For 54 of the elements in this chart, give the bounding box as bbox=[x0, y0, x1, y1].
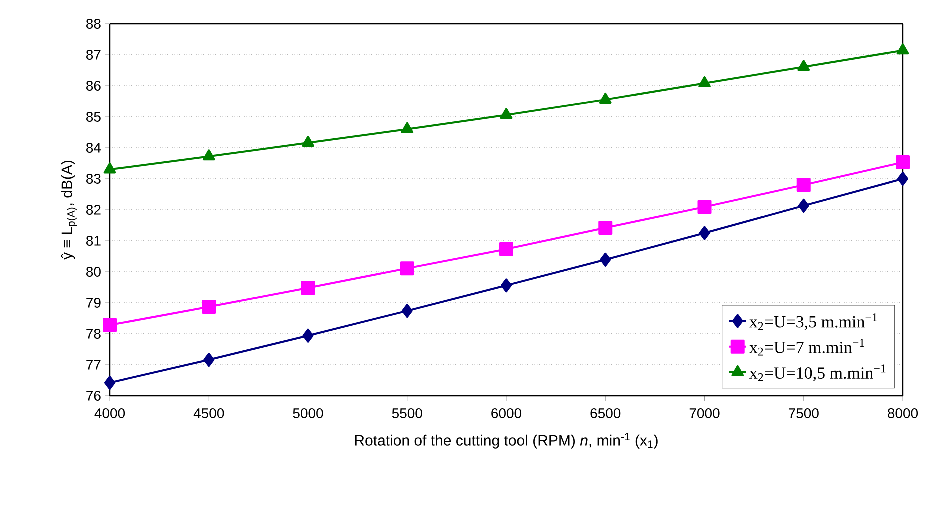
y-tick-label: 86 bbox=[86, 81, 101, 91]
point bbox=[599, 92, 612, 104]
point bbox=[400, 262, 414, 276]
y-tick-label: 80 bbox=[86, 267, 101, 277]
point bbox=[104, 162, 116, 174]
legend-label: x$_{2}$=U=10,5 m.min$^{−1}$ bbox=[750, 364, 886, 382]
x-tick-label: 4500 bbox=[194, 408, 224, 418]
x-tick-label: 7500 bbox=[789, 408, 819, 418]
point bbox=[202, 150, 216, 161]
legend-label: x$_{2}$=U=3,5 m.min$^{−1}$ bbox=[750, 313, 878, 330]
x-tick-label: 7000 bbox=[690, 408, 720, 418]
y-axis-title: ŷ ≡ L$_{p(A)}$, dB(A) bbox=[61, 160, 78, 260]
y-tick-label: 76 bbox=[86, 391, 101, 401]
y-tick-label: 83 bbox=[86, 174, 101, 184]
point bbox=[699, 226, 710, 240]
y-tick-label: 77 bbox=[86, 360, 101, 370]
y-tick-label: 78 bbox=[86, 329, 101, 339]
y-tick-label: 81 bbox=[86, 236, 101, 246]
point bbox=[798, 60, 810, 72]
point bbox=[897, 172, 908, 186]
x-tick-label: 4000 bbox=[94, 408, 126, 418]
point bbox=[796, 178, 811, 192]
y-tick-label: 84 bbox=[86, 143, 102, 153]
point bbox=[302, 136, 314, 148]
point bbox=[698, 76, 711, 88]
y-tick-label: 85 bbox=[86, 112, 101, 122]
point bbox=[501, 278, 512, 293]
x-tick-label: 8000 bbox=[888, 408, 918, 418]
point bbox=[896, 156, 910, 170]
legend-label: x$_{2}$=U=7 m.min$^{−1}$ bbox=[750, 339, 864, 356]
point bbox=[598, 220, 613, 235]
point bbox=[401, 122, 414, 134]
point bbox=[500, 108, 513, 120]
point bbox=[600, 252, 612, 267]
x-tick-label: 6500 bbox=[590, 408, 621, 418]
x-axis-title: Rotation of the cutting tool (RPM) n, min$^{-1}$ (x$_{1}$) bbox=[355, 433, 658, 449]
x-tick-label: 5000 bbox=[293, 408, 324, 418]
x-tick-label: 5500 bbox=[392, 408, 422, 418]
point bbox=[402, 304, 413, 318]
y-tick-label: 82 bbox=[86, 205, 101, 215]
point bbox=[896, 44, 910, 55]
point bbox=[302, 328, 314, 343]
point bbox=[104, 376, 116, 390]
y-tick-label: 79 bbox=[86, 298, 101, 308]
point bbox=[500, 242, 514, 256]
point bbox=[103, 318, 118, 332]
point bbox=[798, 198, 810, 213]
y-tick-label: 87 bbox=[86, 50, 101, 60]
point bbox=[204, 353, 215, 368]
point bbox=[202, 300, 216, 314]
x-tick-label: 6000 bbox=[492, 408, 522, 418]
point bbox=[698, 200, 712, 214]
point bbox=[301, 281, 316, 296]
y-tick-label: 88 bbox=[86, 19, 101, 29]
